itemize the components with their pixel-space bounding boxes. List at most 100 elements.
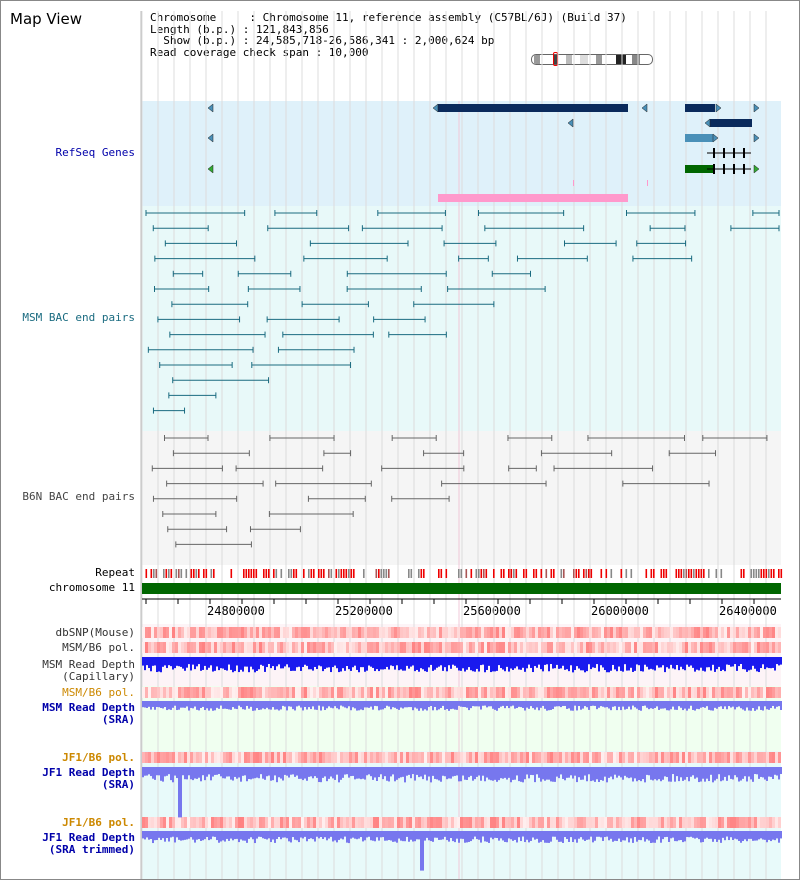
read-depth-bar	[738, 767, 740, 782]
polymorphism-density-cell	[304, 642, 307, 653]
polymorphism-density-cell	[445, 687, 448, 698]
polymorphism-density-cell	[748, 817, 751, 828]
read-depth-bar	[220, 831, 222, 842]
polymorphism-density-cell	[712, 752, 715, 763]
polymorphism-density-cell	[553, 687, 556, 698]
polymorphism-density-cell	[220, 642, 223, 653]
polymorphism-density-cell	[238, 752, 241, 763]
polymorphism-density-cell	[151, 817, 154, 828]
polymorphism-density-cell	[727, 752, 730, 763]
polymorphism-density-cell	[493, 817, 496, 828]
read-depth-bar	[668, 831, 670, 842]
polymorphism-density-cell	[313, 642, 316, 653]
read-depth-bar	[638, 701, 640, 711]
read-depth-bar	[736, 767, 738, 778]
read-depth-bar	[270, 767, 272, 781]
read-depth-bar	[488, 657, 490, 666]
repeat-mark	[778, 569, 780, 578]
polymorphism-density-cell	[607, 817, 610, 828]
polymorphism-density-cell	[316, 752, 319, 763]
read-depth-bar	[162, 831, 164, 839]
repeat-mark	[550, 569, 553, 578]
polymorphism-density-cell	[505, 687, 508, 698]
read-depth-bar	[436, 767, 438, 780]
read-depth-bar	[378, 701, 380, 711]
read-depth-bar	[260, 657, 262, 665]
polymorphism-density-cell	[295, 817, 298, 828]
read-depth-bar	[492, 831, 494, 840]
read-depth-bar	[156, 701, 158, 707]
read-depth-bar	[640, 701, 642, 711]
polymorphism-density-cell	[661, 752, 664, 763]
read-depth-bar	[640, 657, 642, 672]
repeat-mark	[755, 569, 758, 578]
read-depth-bar	[722, 701, 724, 709]
read-depth-bar	[710, 657, 712, 671]
read-depth-bar	[560, 701, 562, 708]
polymorphism-density-cell	[517, 752, 520, 763]
read-depth-bar	[600, 831, 602, 838]
read-depth-bar	[222, 831, 224, 841]
polymorphism-density-cell	[406, 752, 409, 763]
polymorphism-density-cell	[670, 817, 673, 828]
polymorphism-density-cell	[256, 752, 259, 763]
read-depth-bar	[568, 701, 570, 709]
repeat-mark	[553, 569, 555, 578]
polymorphism-density-cell	[406, 642, 409, 653]
read-depth-bar	[204, 831, 206, 840]
polymorphism-density-cell	[769, 627, 772, 638]
polymorphism-density-cell	[397, 642, 400, 653]
read-depth-bar	[194, 657, 196, 670]
read-depth-bar	[684, 831, 686, 842]
polymorphism-density-cell	[706, 687, 709, 698]
polymorphism-density-cell	[712, 817, 715, 828]
read-depth-bar	[438, 767, 440, 781]
read-depth-bar	[164, 657, 166, 666]
polymorphism-density-cell	[718, 687, 721, 698]
read-depth-bar	[186, 701, 188, 707]
read-depth-bar	[630, 767, 632, 778]
read-depth-bar	[380, 767, 382, 775]
polymorphism-density-cell	[202, 752, 205, 763]
read-depth-bar	[404, 701, 406, 708]
read-depth-bar	[228, 657, 230, 665]
read-depth-bar	[218, 657, 220, 671]
read-depth-bar	[498, 767, 500, 781]
polymorphism-density-cell	[175, 817, 178, 828]
read-depth-bar	[502, 657, 504, 670]
polymorphism-density-cell	[205, 687, 208, 698]
polymorphism-density-cell	[379, 817, 382, 828]
read-depth-bar	[172, 657, 174, 670]
read-depth-bar	[226, 767, 228, 777]
read-depth-bar	[722, 657, 724, 670]
polymorphism-density-cell	[553, 817, 556, 828]
read-depth-bar	[486, 767, 488, 778]
read-depth-bar	[586, 701, 588, 708]
read-depth-bar	[312, 767, 314, 779]
repeat-label: Repeat	[95, 566, 135, 579]
polymorphism-density-cell	[505, 817, 508, 828]
read-depth-bar	[394, 701, 396, 708]
polymorphism-density-cell	[247, 817, 250, 828]
polymorphism-density-cell	[241, 817, 244, 828]
polymorphism-density-cell	[625, 817, 628, 828]
chromosome-ideogram[interactable]	[531, 54, 653, 65]
polymorphism-density-cell	[367, 817, 370, 828]
read-depth-bar	[432, 701, 434, 711]
polymorphism-density-cell	[616, 627, 619, 638]
polymorphism-density-cell	[217, 687, 220, 698]
read-depth-bar	[520, 831, 522, 842]
read-depth-bar	[618, 767, 620, 776]
repeat-mark	[625, 569, 628, 578]
read-depth-bar	[626, 767, 628, 778]
read-depth-bar	[298, 767, 300, 779]
read-depth-bar	[744, 657, 746, 670]
repeat-mark	[683, 569, 685, 578]
read-depth-bar	[534, 701, 536, 710]
polymorphism-density-cell	[472, 642, 475, 653]
read-depth-bar	[538, 657, 540, 665]
read-depth-bar	[450, 831, 452, 839]
read-depth-bar	[282, 657, 284, 669]
polymorphism-density-cell	[229, 687, 232, 698]
